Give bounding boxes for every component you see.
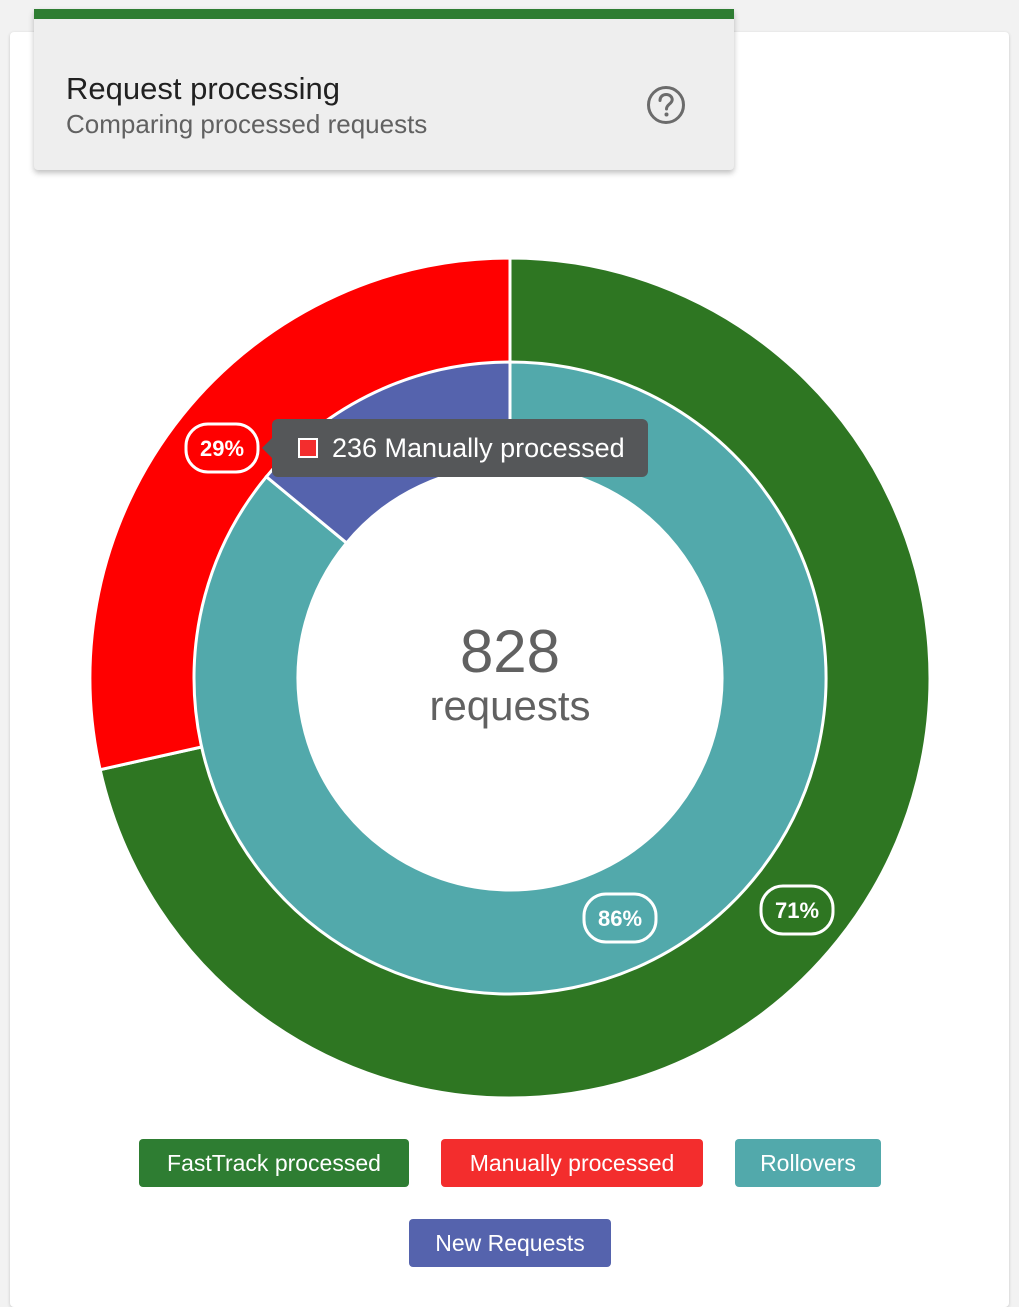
percent-label-fasttrack-processed: 71%: [759, 884, 835, 936]
inner-ring-segment-rollovers[interactable]: [192, 360, 828, 996]
percent-label-text: 29%: [200, 436, 244, 461]
center-total-unit: requests: [429, 682, 590, 729]
help-circle-icon[interactable]: [646, 85, 686, 125]
legend-label: Manually processed: [469, 1149, 675, 1176]
percent-label-pill: [184, 422, 260, 474]
legend-label: FastTrack processed: [167, 1149, 381, 1176]
chart-title: Request processing: [66, 71, 340, 106]
chart-subtitle: Comparing processed requests: [66, 109, 428, 139]
chart-tooltip: 236 Manually processed: [262, 419, 648, 477]
percent-label-text: 86%: [598, 906, 642, 931]
percent-label-pill: [582, 892, 658, 944]
legend-manually-processed[interactable]: Manually processed: [441, 1139, 703, 1187]
tooltip-color-swatch: [298, 438, 318, 458]
chart-header: Request processing Comparing processed r…: [34, 9, 734, 170]
legend-fasttrack-processed[interactable]: FastTrack processed: [139, 1139, 409, 1187]
legend-label: New Requests: [435, 1229, 585, 1256]
percent-label-rollovers: 86%: [582, 892, 658, 944]
center-total-value: 828: [460, 618, 560, 685]
legend-new-requests[interactable]: New Requests: [409, 1219, 611, 1267]
percent-label-pill: [759, 884, 835, 936]
percent-label-text: 71%: [775, 898, 819, 923]
tooltip-text: 236 Manually processed: [332, 432, 625, 463]
percent-label-manually-processed: 29%: [184, 422, 260, 474]
legend-rollovers[interactable]: Rollovers: [735, 1139, 881, 1187]
legend-label: Rollovers: [760, 1149, 856, 1176]
